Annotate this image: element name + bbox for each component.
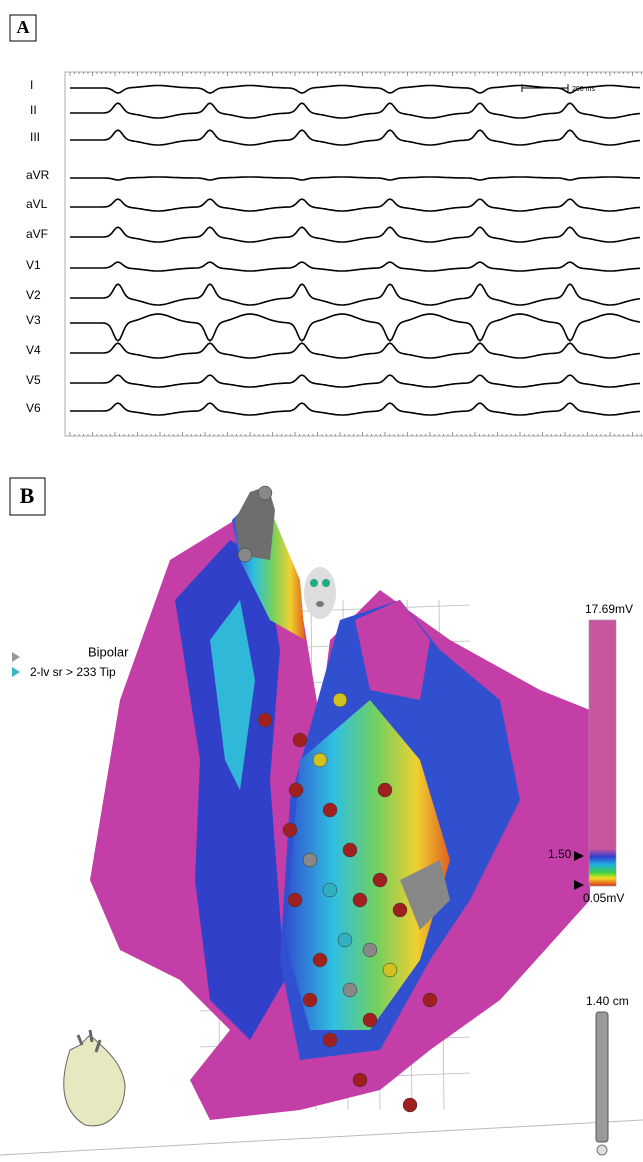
- ecg-trace: [70, 261, 641, 272]
- map-region: [285, 700, 450, 1030]
- ecg-trace: [70, 84, 641, 94]
- color-bar-threshold: 1.50: [548, 847, 572, 861]
- ablation-point: [237, 547, 253, 563]
- lead-label: aVR: [26, 168, 50, 182]
- ablation-point: [342, 842, 358, 858]
- ecg-trace: [70, 313, 641, 342]
- panel-label-box: [9, 14, 37, 42]
- lead-label: V3: [26, 313, 41, 327]
- ablation-point: [322, 1032, 338, 1048]
- map-region: [175, 540, 285, 1040]
- ablation-point: [288, 782, 304, 798]
- scale-label: 200 ms: [572, 86, 595, 93]
- ecg-trace: [70, 102, 641, 119]
- ablation-point: [342, 982, 358, 998]
- ablation-point: [392, 902, 408, 918]
- ablation-point: [372, 872, 388, 888]
- ablation-point: [257, 712, 273, 728]
- lead-label: II: [30, 103, 37, 117]
- lead-label: aVL: [26, 197, 48, 211]
- lead-label: V5: [26, 373, 41, 387]
- ablation-point: [362, 942, 378, 958]
- ablation-point: [287, 892, 303, 908]
- heart-icon: [63, 1029, 126, 1127]
- ablation-point: [292, 732, 308, 748]
- ablation-point: [257, 485, 273, 501]
- orientation-head: [304, 567, 336, 619]
- ecg-frame: [64, 71, 643, 437]
- ecg-trace: [70, 198, 641, 212]
- ablation-point: [337, 932, 353, 948]
- ecg-trace: [70, 283, 641, 306]
- ablation-point: [282, 822, 298, 838]
- ecg-trace: [70, 226, 641, 243]
- threshold-marker: [574, 880, 584, 890]
- ablation-points: [237, 485, 438, 1113]
- time-ticks: [69, 72, 642, 436]
- distance-scale-label: 1.40 cm: [586, 994, 629, 1008]
- ablation-point: [312, 752, 328, 768]
- ablation-point: [302, 992, 318, 1008]
- ablation-point: [312, 952, 328, 968]
- ecg-trace: [70, 176, 640, 181]
- ablation-point: [302, 852, 318, 868]
- panel-label: B: [20, 483, 35, 508]
- color-bar-max: 17.69mV: [585, 602, 633, 616]
- orientation-mouth: [316, 601, 324, 607]
- ablation-point: [322, 802, 338, 818]
- map-apex: [235, 486, 275, 560]
- orientation-eye: [322, 579, 330, 587]
- ablation-point: [422, 992, 438, 1008]
- ecg-trace: [70, 342, 641, 359]
- lead-label: aVF: [26, 227, 48, 241]
- map-mode: Bipolar: [88, 644, 129, 659]
- lead-label: V6: [26, 401, 41, 415]
- ablation-point: [402, 1097, 418, 1113]
- floor-line: [0, 1119, 643, 1156]
- ablation-point: [362, 1012, 378, 1028]
- map-scar: [400, 860, 450, 930]
- distance-scale-knob: [596, 1144, 608, 1156]
- color-bar-min: 0.05mV: [583, 891, 624, 905]
- threshold-marker: [574, 851, 584, 861]
- map-region: [210, 600, 255, 790]
- orientation-eye: [310, 579, 318, 587]
- lead-label: III: [30, 130, 40, 144]
- ecg-trace: [70, 374, 641, 388]
- lead-label: V1: [26, 258, 41, 272]
- lead-label: V4: [26, 343, 41, 357]
- ablation-point: [352, 892, 368, 908]
- lead-label: I: [30, 78, 33, 92]
- ablation-point: [377, 782, 393, 798]
- panel-label: A: [17, 17, 30, 37]
- distance-scale: [595, 1011, 609, 1143]
- catheter-marker: [12, 652, 20, 662]
- voltage-map: [90, 486, 590, 1120]
- lead-label: V2: [26, 288, 41, 302]
- color-bar: [588, 619, 617, 887]
- ablation-point: [352, 1072, 368, 1088]
- ablation-point: [322, 882, 338, 898]
- catheter-label: 2-lv sr > 233 Tip: [30, 665, 116, 679]
- ecg-trace: [70, 402, 641, 416]
- panel-label-box: [9, 477, 46, 516]
- ablation-point: [332, 692, 348, 708]
- map-region: [355, 600, 430, 700]
- ecg-trace: [70, 129, 641, 146]
- ablation-point: [382, 962, 398, 978]
- catheter-marker: [12, 667, 20, 677]
